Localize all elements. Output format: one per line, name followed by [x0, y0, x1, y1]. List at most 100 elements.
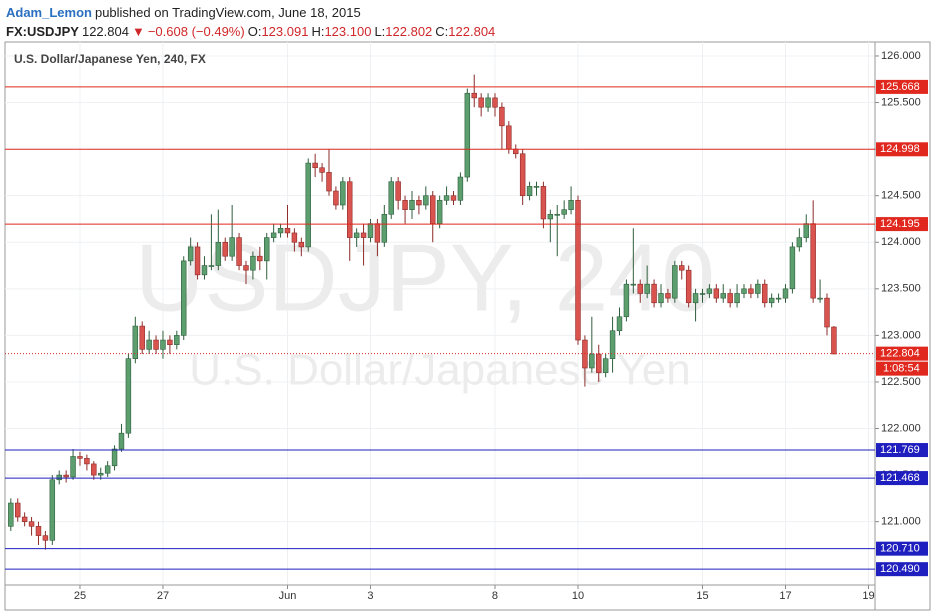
- y-tick-label: 125.500: [881, 96, 921, 108]
- candle-body: [685, 269, 692, 304]
- candle-body: [692, 293, 699, 304]
- candle-body: [457, 176, 464, 201]
- change: −0.608 (−0.49%): [147, 24, 245, 39]
- candle-body: [388, 181, 394, 215]
- candle-body: [423, 195, 429, 206]
- ohlc-value: 123.100: [324, 24, 372, 39]
- y-tick-label: 124.500: [881, 190, 921, 202]
- candle-body: [208, 265, 215, 267]
- x-tick-label: 27: [157, 590, 169, 602]
- candle-body: [713, 288, 720, 299]
- candle-body: [540, 186, 547, 220]
- level-tag: [876, 443, 928, 458]
- ohlc-key: C:: [435, 24, 449, 39]
- candle-body: [15, 502, 21, 518]
- x-tick-label: 17: [779, 590, 791, 602]
- candle-body: [153, 339, 159, 350]
- candle-body: [630, 283, 637, 286]
- candle-body: [679, 265, 685, 271]
- symbol: FX:USDJPY: [6, 24, 79, 39]
- candle-body: [360, 232, 367, 238]
- published: published on TradingView.com, June 18, 2…: [94, 5, 361, 20]
- candle-body: [21, 516, 28, 522]
- candle-body: [755, 283, 761, 294]
- level-label: 124.998: [880, 143, 920, 155]
- candle-body: [741, 288, 747, 294]
- candle-body: [672, 265, 678, 299]
- candle-body: [312, 162, 318, 169]
- candle-body: [623, 283, 630, 318]
- candle-body: [616, 316, 623, 332]
- candle-body: [796, 237, 803, 248]
- candle-body: [139, 325, 145, 350]
- candle-body: [485, 97, 491, 108]
- candle-body: [589, 353, 595, 369]
- countdown-tag: [876, 361, 928, 376]
- candle-body: [291, 232, 298, 243]
- candle-body: [132, 325, 139, 359]
- level-label: 121.769: [880, 444, 920, 456]
- level-label: 125.668: [880, 81, 920, 93]
- ohlc-key: L:: [374, 24, 386, 39]
- candle-body: [831, 326, 837, 355]
- candle-body: [63, 474, 69, 478]
- y-tick-label: 121.000: [881, 516, 921, 528]
- candle-body: [381, 214, 388, 243]
- candle-body: [803, 223, 809, 238]
- candle-body: [49, 479, 56, 541]
- candle-body: [111, 448, 118, 467]
- ohlc-value: 123.091: [261, 24, 309, 39]
- candle-body: [789, 246, 796, 290]
- ohlc-key: O:: [247, 24, 262, 39]
- x-tick-label: 15: [696, 590, 708, 602]
- candle-body: [416, 200, 422, 206]
- candle-body: [174, 335, 180, 346]
- candle-body: [602, 358, 609, 373]
- chart-title: U.S. Dollar/Japanese Yen, 240, FX: [14, 52, 206, 66]
- candle-body: [35, 526, 42, 536]
- candle-body: [824, 297, 830, 328]
- candle-body: [506, 125, 512, 150]
- candle-body: [284, 227, 291, 234]
- x-tick-label: 8: [492, 590, 498, 602]
- candle-body: [8, 502, 14, 527]
- candle-body: [187, 246, 194, 262]
- candle-body: [243, 265, 249, 271]
- candle-body: [56, 474, 62, 481]
- author[interactable]: Adam_Lemon: [6, 5, 92, 20]
- price: 122.804: [81, 24, 129, 39]
- candle-body: [651, 283, 657, 304]
- candle-body: [402, 200, 408, 210]
- candle-body: [762, 283, 768, 304]
- level-tag: [876, 142, 928, 157]
- level-label: 120.490: [880, 563, 920, 575]
- candle-body: [478, 97, 484, 108]
- candle-body: [817, 297, 823, 300]
- level-tag: [876, 541, 928, 556]
- publish-line: Adam_Lemon published on TradingView.com, …: [6, 3, 498, 22]
- candle-body: [609, 330, 616, 359]
- ohlc-value: 122.802: [385, 24, 433, 39]
- candle-body: [547, 214, 554, 220]
- candle-body: [160, 339, 166, 350]
- level-tag: [876, 79, 928, 94]
- candle-body: [347, 181, 353, 238]
- candle-body: [499, 106, 505, 127]
- candle-body: [395, 181, 401, 201]
- candle-body: [194, 246, 201, 276]
- grid: [5, 42, 875, 585]
- candle-body: [28, 521, 35, 527]
- candle-body: [42, 535, 49, 541]
- candle-body: [492, 97, 498, 108]
- level-tag: [876, 471, 928, 486]
- candle-body: [146, 339, 152, 350]
- candle-body: [264, 237, 270, 262]
- candle-body: [125, 358, 132, 434]
- candle-body: [277, 227, 284, 234]
- candle-body: [201, 265, 208, 276]
- candle-body: [181, 260, 187, 336]
- candle-body: [513, 148, 519, 155]
- candle-body: [699, 293, 706, 295]
- candle-body: [305, 162, 311, 248]
- y-tick-label: 124.000: [881, 236, 921, 248]
